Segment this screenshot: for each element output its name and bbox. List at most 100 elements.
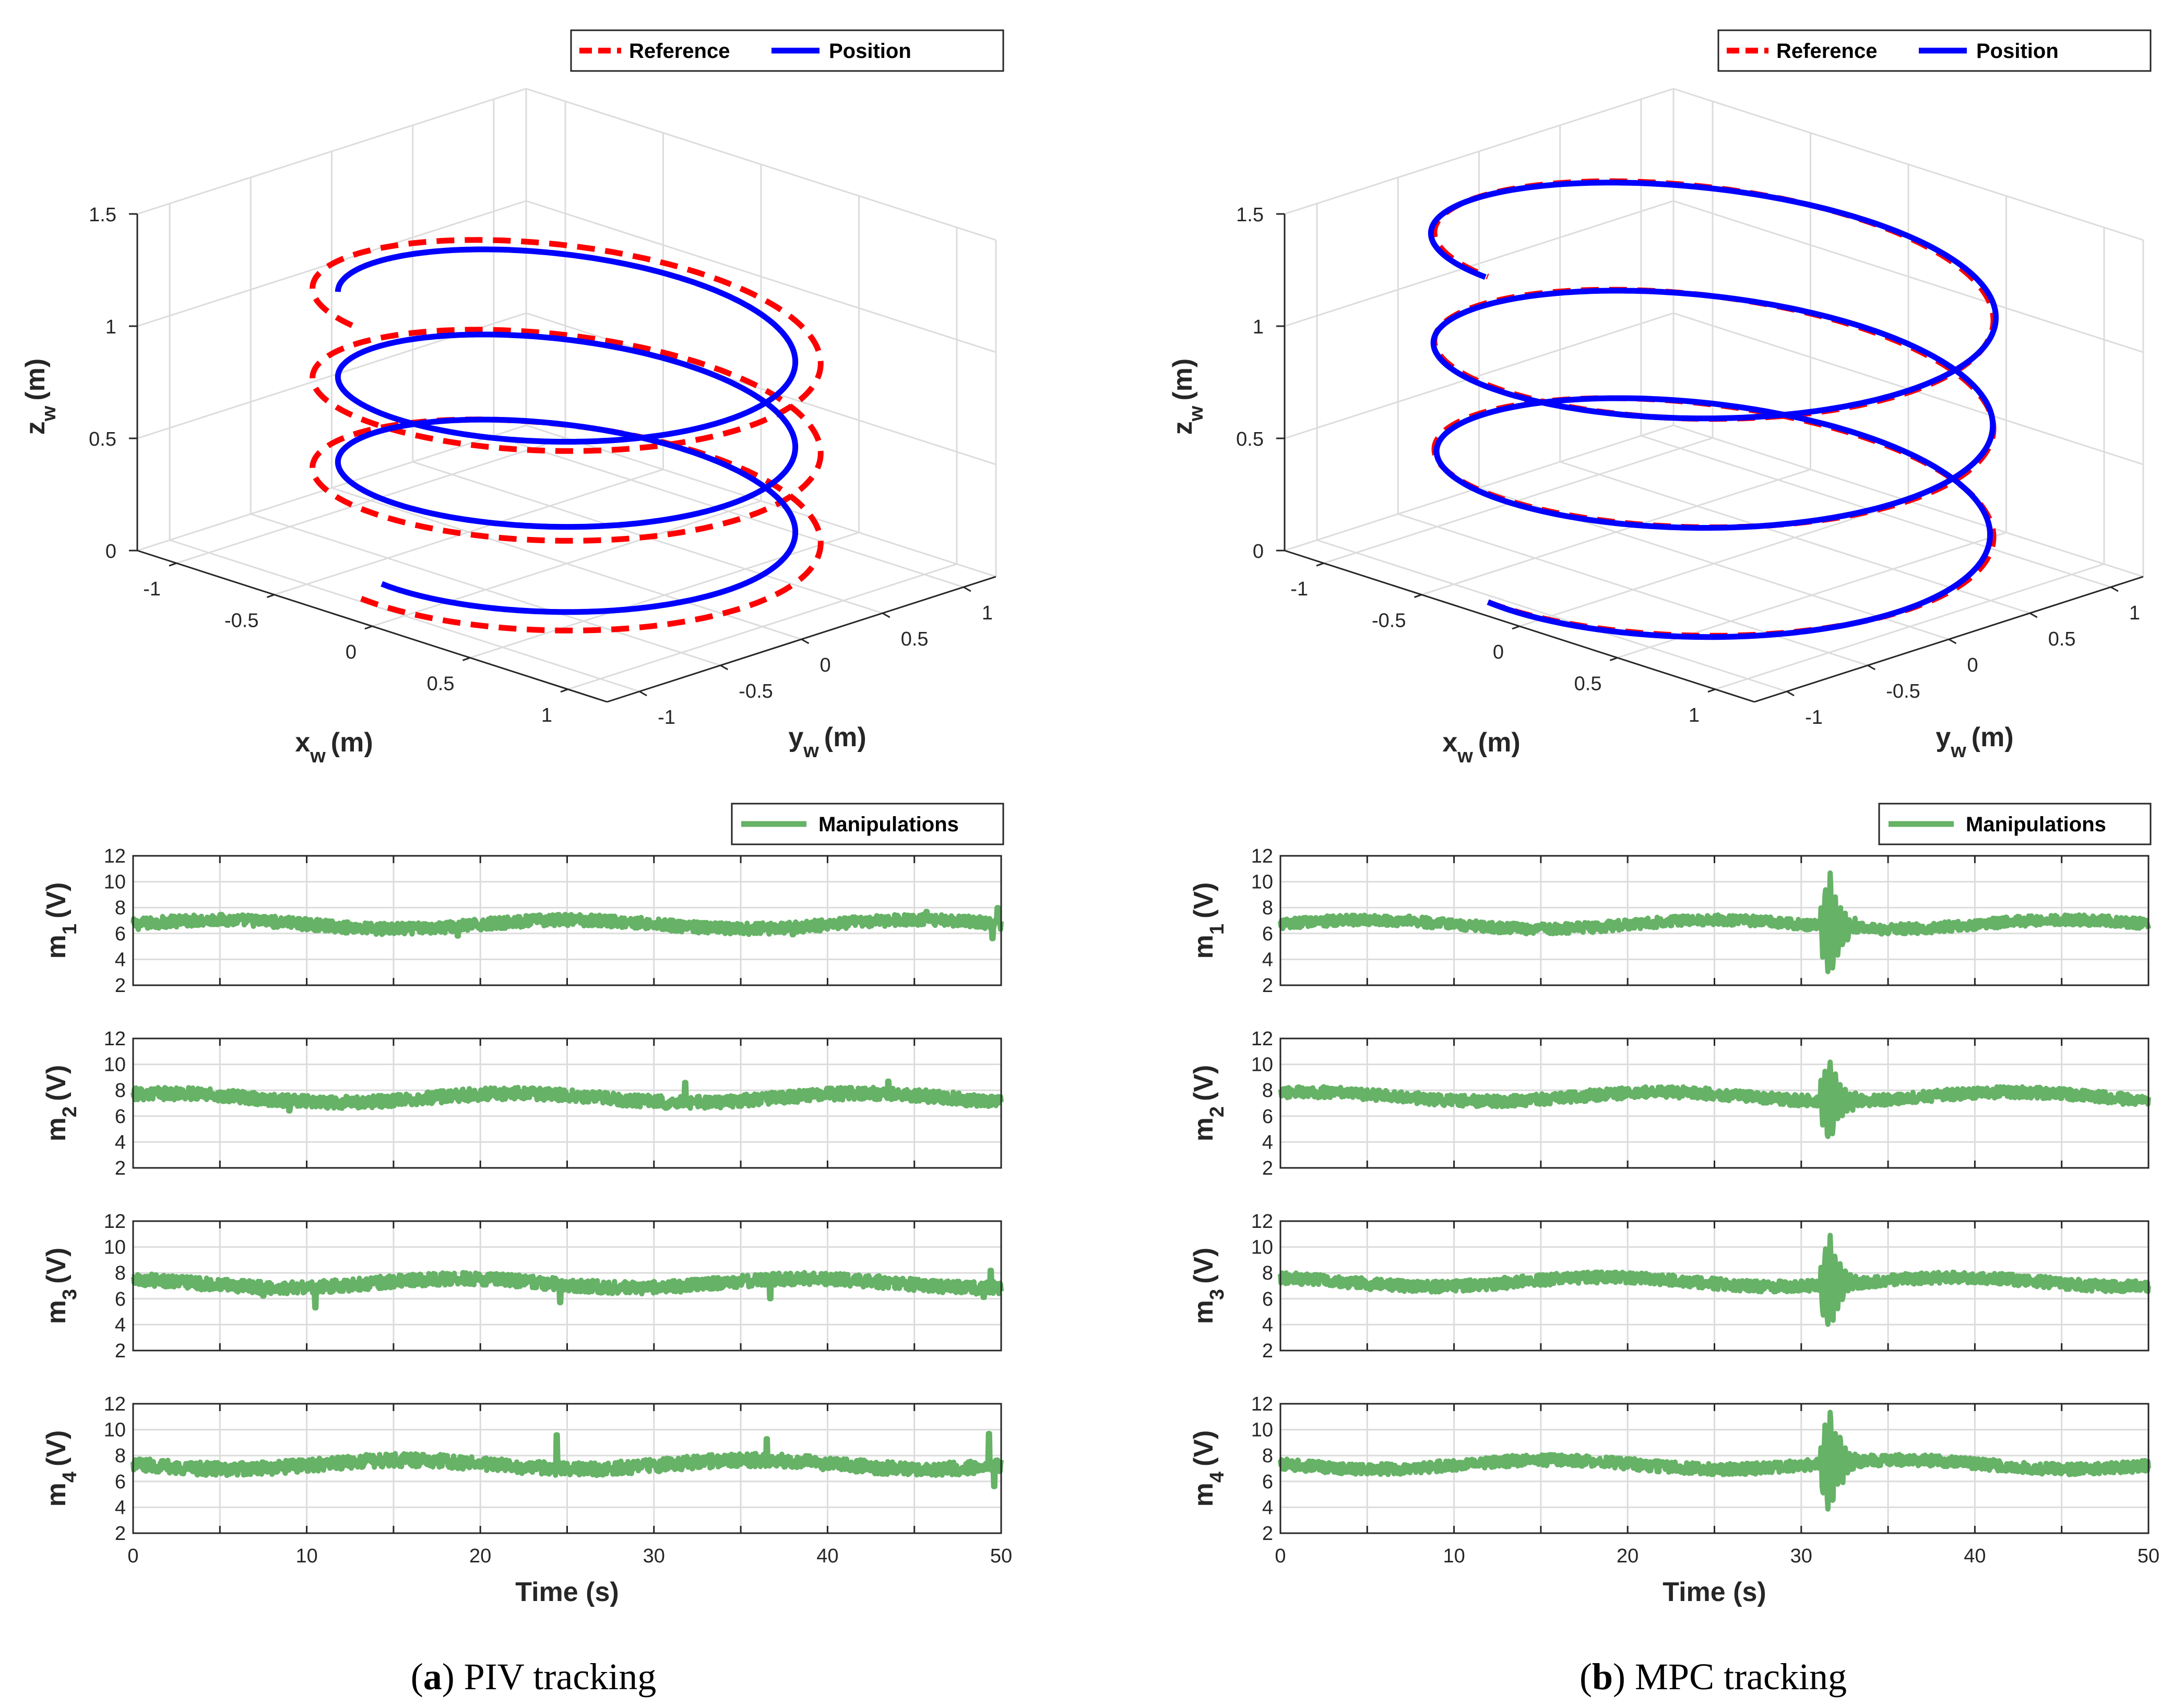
- y-tick-label: 6: [115, 1106, 126, 1128]
- y-tick-label: 10: [1251, 1419, 1273, 1441]
- legend-manipulations-label: Manipulations: [818, 813, 959, 836]
- y-tick-label: 2: [1262, 1523, 1273, 1545]
- series-manipulations: [130, 1078, 1004, 1114]
- subplot-m3: 2 4 6 8 10 12 m3 (V): [41, 1211, 1004, 1362]
- y-tick-label: -0.5: [739, 680, 773, 702]
- y-axis-label-m2-main: m: [1189, 1117, 1219, 1141]
- y-tick-label: 12: [104, 1393, 126, 1415]
- x-axis-label-main: x: [1442, 727, 1457, 758]
- y-tick-mark: [1867, 664, 1876, 671]
- y-axis-label-m2-unit: (V): [1189, 1065, 1219, 1101]
- subplot-m3: 2 4 6 8 10 12 m3 (V): [1189, 1211, 2151, 1362]
- y-tick-label: 1: [2129, 602, 2140, 624]
- y-axis-label-m2: m2 (V): [41, 1065, 81, 1142]
- x-axis-label-main: x: [295, 727, 310, 758]
- y-tick-label: 2: [115, 1340, 126, 1362]
- floor-grid-y: [250, 513, 721, 666]
- x-axis-label-time: Time (s): [515, 1577, 619, 1607]
- z-axis-label-main: z: [1168, 421, 1198, 435]
- x-tick-label: 50: [2138, 1545, 2159, 1567]
- z-axis-label: zw (m): [20, 359, 60, 435]
- x-tick-mark: [1512, 625, 1520, 630]
- y-axis-label-m3-main: m: [41, 1300, 72, 1324]
- y-axis-label-sub: w: [1950, 740, 1966, 762]
- y-tick-mark: [639, 690, 647, 697]
- y-tick-label: 12: [1251, 1028, 1273, 1050]
- legend-position-label: Position: [829, 40, 911, 63]
- y-axis-label-sub: w: [803, 740, 819, 762]
- y-tick-label: 12: [1251, 1393, 1273, 1415]
- y-axis-label-m4-unit: (V): [1189, 1430, 1219, 1466]
- z-tick-label: 1.5: [89, 204, 116, 226]
- y-axis-label-m3-main: m: [1189, 1300, 1219, 1324]
- caption-a-text: PIV tracking: [464, 1656, 657, 1698]
- x-tick-mark: [1316, 562, 1324, 567]
- y-axis-label-m2-main: m: [41, 1117, 72, 1141]
- series-manipulations: [131, 1268, 1004, 1311]
- y-tick-label: 4: [1262, 1131, 1273, 1153]
- y-axis-label-unit: (m): [824, 722, 866, 753]
- y-tick-label: 10: [1251, 1054, 1273, 1076]
- y-axis-label-m1-main: m: [1189, 935, 1219, 959]
- y-tick-label: 6: [1262, 1471, 1273, 1493]
- y-axis-label-m3: m3 (V): [1189, 1248, 1228, 1324]
- x-tick-label: 10: [1443, 1545, 1465, 1567]
- caption-b-text: MPC tracking: [1635, 1656, 1847, 1698]
- y-tick-mark: [2110, 586, 2119, 592]
- y-tick-label: 12: [1251, 1211, 1273, 1233]
- z-tick-label: 1: [1253, 316, 1264, 338]
- y-tick-label: 10: [1251, 871, 1273, 893]
- subplot-m1: 2 4 6 8 10 12 m1 (V) Manipulations: [41, 803, 1004, 997]
- x-tick-label: 10: [295, 1545, 317, 1567]
- y-tick-label: 0.5: [901, 628, 929, 650]
- series-manipulations: [1278, 870, 2151, 974]
- x-tick-label: 0: [127, 1545, 138, 1567]
- x-tick-label: 1: [1689, 704, 1700, 726]
- y-tick-label: 8: [1262, 1080, 1273, 1102]
- y-tick-label: 6: [115, 1471, 126, 1493]
- floor-grid-y: [493, 435, 964, 588]
- y-tick-label: -1: [1805, 707, 1823, 728]
- x-tick-label: 40: [1964, 1545, 1986, 1567]
- y-tick-label: 10: [104, 1419, 126, 1441]
- y-tick-mark: [963, 586, 971, 592]
- y-tick-label: 4: [115, 1314, 126, 1336]
- axes3d-grid: [136, 88, 997, 703]
- y-axis-label-m3: m3 (V): [41, 1248, 81, 1324]
- series-position: [1428, 180, 1999, 640]
- x-axis-label-sub: w: [310, 745, 326, 767]
- x-tick-label: 30: [1790, 1545, 1812, 1567]
- y-tick-label: 8: [1262, 1445, 1273, 1467]
- y-axis-label-m1: m1 (V): [41, 882, 81, 959]
- y-tick-label: 12: [104, 1028, 126, 1050]
- subplot-m1: 2 4 6 8 10 12 m1 (V) Manipulations: [1189, 803, 2152, 997]
- y-tick-label: 4: [115, 1131, 126, 1153]
- y-tick-label: 0: [820, 654, 831, 676]
- z-tick-label: 1: [105, 316, 116, 338]
- y-tick-label: 0: [1967, 654, 1978, 676]
- x-tick-label: 20: [1617, 1545, 1638, 1567]
- y-axis-label-m1-main: m: [41, 935, 72, 959]
- y-tick-label: 8: [1262, 1262, 1273, 1284]
- y-axis-label-m4: m4 (V): [41, 1430, 81, 1507]
- axes3d-ticks: -1 -0.5 0 0.5 1 -1 -0.5 0 0.5 1 0 0.5 1 1.5: [1236, 204, 2140, 728]
- y-axis-label-m3-sub: 3: [59, 1289, 81, 1300]
- z-axis-label-sub: w: [38, 405, 60, 422]
- x-tick-label: -0.5: [224, 610, 258, 632]
- y-tick-mark: [1786, 690, 1795, 697]
- z-axis-label-unit: (m): [1168, 359, 1198, 401]
- x-axis-label-time: Time (s): [1663, 1577, 1766, 1607]
- floor-grid-y: [169, 539, 640, 692]
- y-tick-label: 4: [115, 1497, 126, 1519]
- caption-b: (b) MPC tracking: [1580, 1656, 1847, 1698]
- legend-manipulations-label: Manipulations: [1966, 813, 2106, 836]
- y-tick-mark: [2029, 612, 2038, 618]
- y-tick-label: -1: [658, 707, 675, 728]
- y-axis-label-m4-sub: 4: [1206, 1472, 1228, 1483]
- x-axis-label-sub: w: [1457, 745, 1473, 767]
